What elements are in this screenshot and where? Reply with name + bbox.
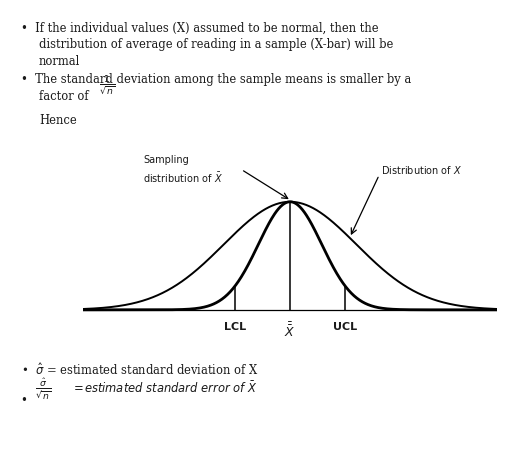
Text: $\frac{1}{\sqrt{n}}$: $\frac{1}{\sqrt{n}}$ (99, 73, 116, 97)
Text: Hence: Hence (39, 113, 77, 126)
Text: normal: normal (39, 55, 80, 68)
Text: distribution of average of reading in a sample (X-bar) will be: distribution of average of reading in a … (39, 38, 393, 51)
Text: $\bar{\bar{X}}$: $\bar{\bar{X}}$ (284, 321, 296, 339)
Text: •  If the individual values (X) assumed to be normal, then the: • If the individual values (X) assumed t… (21, 21, 378, 34)
Text: •  $\hat{\sigma}$ = estimated standard deviation of X: • $\hat{\sigma}$ = estimated standard de… (21, 362, 258, 377)
Text: •: • (21, 393, 35, 406)
Text: factor of: factor of (39, 89, 92, 102)
Text: Distribution of $X$: Distribution of $X$ (381, 164, 463, 176)
Text: $\it{estimated\ standard\ error\ of}\ \bar{X}$: $\it{estimated\ standard\ error\ of}\ \b… (84, 380, 257, 396)
Text: $=$: $=$ (71, 381, 88, 395)
Text: Sampling
distribution of $\bar{X}$: Sampling distribution of $\bar{X}$ (143, 155, 223, 185)
Text: LCL: LCL (224, 321, 247, 331)
Text: $\frac{\hat{\sigma}}{\sqrt{n}}$: $\frac{\hat{\sigma}}{\sqrt{n}}$ (35, 376, 51, 400)
Text: UCL: UCL (333, 321, 357, 331)
Text: •  The standard deviation among the sample means is smaller by a: • The standard deviation among the sampl… (21, 73, 411, 86)
